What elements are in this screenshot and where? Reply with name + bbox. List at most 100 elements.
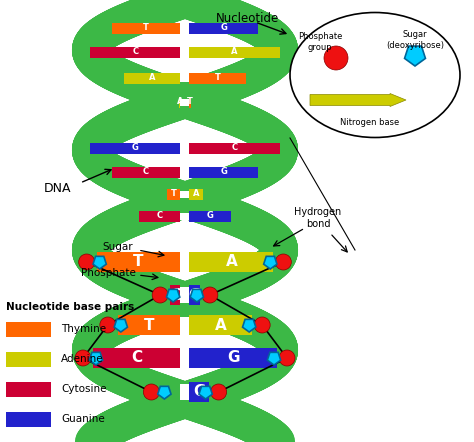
Text: Cytosine: Cytosine [61, 385, 107, 395]
Text: C: C [131, 351, 142, 366]
Text: T: T [171, 190, 177, 198]
Bar [181, 49, 190, 56]
Bar [190, 72, 246, 84]
Bar [167, 188, 181, 199]
Bar [125, 72, 181, 84]
Bar [190, 188, 203, 199]
Polygon shape [404, 46, 426, 66]
Bar [181, 213, 190, 220]
Text: C: C [132, 47, 138, 57]
Text: G: G [132, 144, 139, 152]
Bar [170, 285, 181, 305]
Bar [179, 96, 181, 107]
Polygon shape [166, 290, 180, 302]
Circle shape [79, 254, 95, 270]
Circle shape [152, 287, 168, 303]
Circle shape [275, 254, 292, 270]
FancyArrow shape [310, 94, 406, 107]
Bar [190, 142, 280, 153]
Text: G: G [220, 23, 228, 33]
Bar [181, 168, 190, 175]
Polygon shape [89, 352, 103, 365]
Bar [139, 210, 181, 221]
Text: C: C [157, 212, 163, 221]
Bar [97, 252, 181, 272]
Text: C: C [143, 168, 149, 176]
Bar [190, 23, 258, 34]
Circle shape [75, 350, 91, 366]
Bar [90, 142, 181, 153]
Text: G: G [193, 385, 205, 400]
Text: A: A [231, 47, 238, 57]
Bar [112, 167, 181, 178]
Text: C: C [232, 144, 238, 152]
Ellipse shape [290, 12, 460, 137]
Circle shape [100, 317, 116, 333]
Text: Hydrogen
bond: Hydrogen bond [294, 207, 342, 229]
Circle shape [324, 46, 348, 70]
Polygon shape [158, 386, 171, 399]
Bar [181, 384, 190, 400]
Text: Sugar
(deoxyribose): Sugar (deoxyribose) [386, 30, 444, 50]
Bar [190, 252, 273, 272]
Circle shape [279, 350, 295, 366]
Polygon shape [264, 256, 277, 269]
Text: Thymine: Thymine [61, 324, 106, 335]
Text: G: G [227, 351, 239, 366]
Polygon shape [93, 256, 106, 269]
Text: Phosphate
group: Phosphate group [298, 32, 342, 52]
Bar [181, 254, 190, 270]
Bar [181, 191, 190, 198]
Bar [112, 23, 181, 34]
Bar [6, 322, 51, 337]
Text: G: G [220, 168, 228, 176]
Circle shape [254, 317, 270, 333]
Bar [190, 382, 209, 402]
Text: C: C [170, 287, 181, 302]
Text: T: T [133, 255, 144, 270]
Text: G: G [207, 212, 214, 221]
Text: T: T [144, 317, 155, 332]
Bar [181, 24, 190, 31]
Bar [181, 287, 190, 303]
Polygon shape [114, 319, 128, 332]
Text: A: A [193, 190, 200, 198]
Bar [181, 317, 190, 333]
Text: T: T [215, 73, 220, 83]
Circle shape [210, 384, 227, 400]
Circle shape [202, 287, 218, 303]
Bar [181, 99, 190, 106]
Bar [93, 348, 181, 368]
Text: Guanine: Guanine [61, 415, 105, 424]
Bar [190, 285, 200, 305]
Text: G: G [189, 287, 201, 302]
Text: A: A [176, 98, 183, 107]
Polygon shape [190, 290, 203, 302]
Text: Nucleotide base pairs: Nucleotide base pairs [6, 302, 134, 312]
Bar [190, 167, 258, 178]
Text: Adenine: Adenine [61, 354, 104, 365]
Text: T: T [143, 23, 149, 33]
Bar [181, 145, 190, 152]
Text: A: A [149, 73, 156, 83]
Polygon shape [243, 319, 256, 332]
Text: A: A [215, 317, 227, 332]
Bar [6, 412, 51, 427]
Bar [118, 315, 181, 335]
Circle shape [143, 384, 159, 400]
Bar [190, 46, 280, 57]
Text: Nucleotide: Nucleotide [216, 12, 280, 25]
Bar [6, 382, 51, 397]
Bar [6, 352, 51, 367]
Bar [190, 96, 191, 107]
Bar [190, 210, 231, 221]
Bar [190, 315, 252, 335]
Bar [190, 348, 277, 368]
Bar [181, 350, 190, 366]
Bar [181, 75, 190, 81]
Text: Sugar: Sugar [103, 242, 133, 252]
Text: Phosphate: Phosphate [81, 268, 136, 278]
Text: Nitrogen base: Nitrogen base [340, 118, 400, 127]
Polygon shape [199, 386, 212, 399]
Bar [90, 46, 181, 57]
